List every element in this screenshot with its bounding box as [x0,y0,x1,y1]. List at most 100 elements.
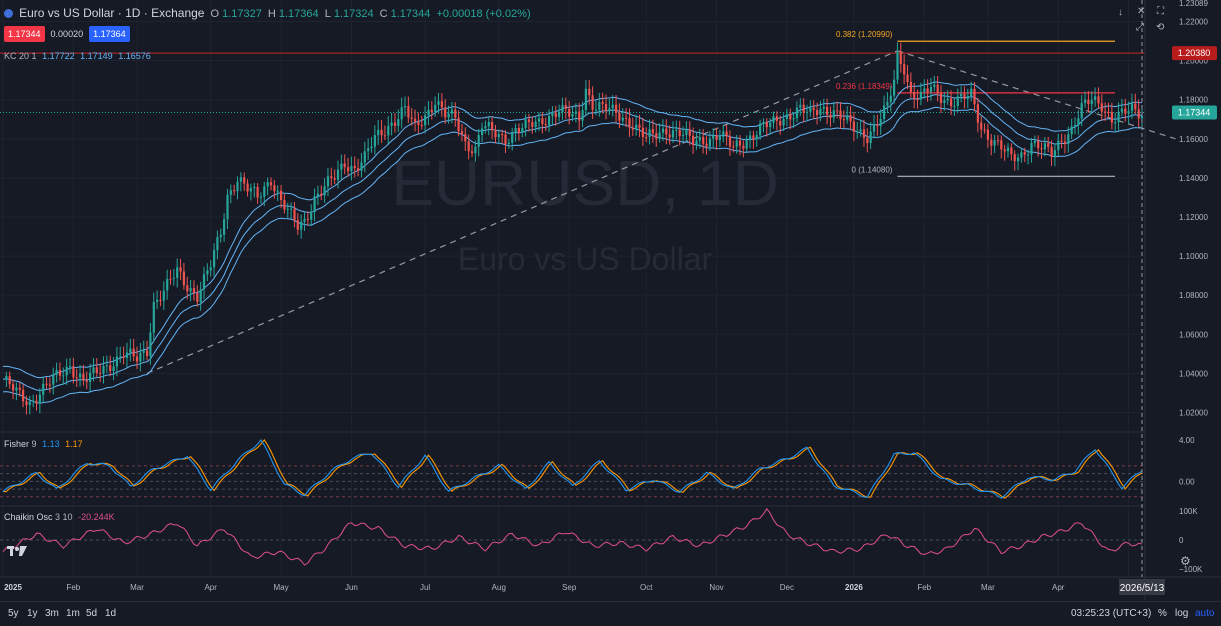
candle-body [983,129,986,131]
candle-body [789,114,792,120]
range-1d[interactable]: 1d [105,608,117,619]
range-5y[interactable]: 5y [8,608,19,619]
candle-body [1117,111,1120,123]
symbol-flag-icon[interactable] [4,9,13,18]
candle-body [504,134,507,145]
candle-body [862,129,866,138]
candle-body [544,124,547,126]
candle-body [511,132,514,143]
fib-level-label: 0 (1.14080) [852,165,893,174]
candle-body [1107,111,1110,113]
candle-body [363,151,366,163]
candle-body [72,366,75,378]
candle-body [903,64,906,75]
percent-toggle[interactable]: % [1158,608,1167,619]
candle-body [1057,140,1060,151]
price-axis[interactable]: 1.22000 1.20000 1.18000 1.16000 1.14000 1.120… [1172,0,1217,417]
candle-body [219,234,222,238]
candle-body [38,394,41,404]
candle-body [611,104,614,109]
log-toggle[interactable]: log [1175,608,1189,619]
price-tick-label: 1.06000 [1179,330,1208,339]
candle-body [561,105,564,112]
candle-body [390,122,393,126]
candle-body [524,119,527,128]
candle-body [893,79,896,96]
range-1m[interactable]: 1m [66,608,80,619]
auto-toggle[interactable]: auto [1195,608,1215,619]
time-tick-label: Mar [981,583,995,592]
candle-body [658,132,661,139]
candle-body [300,221,303,230]
high-label: H [267,8,276,20]
candle-body [923,88,926,92]
candle-body [996,140,1000,142]
timezone-clock[interactable]: 03:25:23 (UTC+3) [1071,608,1152,619]
gear-icon[interactable]: ⚙ [1180,554,1191,568]
candle-body [1087,99,1090,104]
candle-body [129,348,132,353]
candle-body [296,220,299,230]
candle-body [316,193,319,197]
restore-pane-icon[interactable]: ⟲ [1156,22,1165,33]
dashed-trendlines[interactable] [146,50,1176,374]
candle-body [678,129,681,137]
candle-body [782,118,785,126]
candle-body [1050,146,1053,157]
candle-body [785,114,788,119]
chaikin-legend[interactable]: Chaikin Osc 3 10 -20.244K [4,512,115,522]
candle-body [1067,134,1070,144]
candle-body [588,88,591,96]
time-tick-label: 2026 [845,583,863,592]
candle-body [1070,126,1073,135]
candle-body [916,99,919,101]
candle-body [708,138,711,147]
sell-price-button[interactable]: 1.17344 [4,26,45,42]
candle-body [986,129,989,140]
candle-body [638,124,641,128]
range-3m[interactable]: 3m [45,608,59,619]
range-1y[interactable]: 1y [27,608,38,619]
candle-body [189,288,192,292]
fullscreen-icon[interactable]: ⛶ [1157,6,1164,17]
candle-body [641,127,644,137]
candle-body [367,148,370,152]
time-tick-label: Nov [709,583,723,592]
candle-body [330,176,333,179]
candle-body [705,143,708,147]
candle-body [239,177,242,182]
buy-price-button[interactable]: 1.17364 [89,26,130,42]
candle-body [1010,147,1013,155]
arrow-down-icon[interactable]: ↓ [1118,7,1123,18]
time-tick-label: May [273,583,288,592]
range-5d[interactable]: 5d [86,608,98,619]
kc-legend[interactable]: KC 20 1 1.17722 1.17149 1.16576 [4,51,151,61]
candle-body [393,122,397,126]
candle-body [775,116,778,121]
candle-body [276,190,279,192]
kc-name: KC [4,51,17,61]
candle-body [836,110,839,112]
candle-body [625,117,628,119]
candle-body [152,302,155,333]
candle-body [675,129,678,131]
candle-body [765,122,768,128]
candle-body [434,104,437,112]
candle-body [115,356,118,367]
maximize-pane-icon[interactable]: ⤢ [1136,22,1144,33]
kc-lower-value: 1.16576 [118,51,151,61]
candle-body [1020,152,1023,158]
candle-body [440,101,443,108]
candle-body [631,127,634,130]
candle-body [186,285,189,292]
candle-body [306,218,309,220]
fisher-legend[interactable]: Fisher 9 1.13 1.17 [4,439,83,449]
candle-body [1037,140,1040,149]
tradingview-logo-icon[interactable] [6,543,28,559]
candle-body [156,299,159,302]
candle-body [8,376,11,385]
symbol-title[interactable]: Euro vs US Dollar · 1D · Exchange [19,6,205,20]
candle-body [377,129,380,136]
collapse-icon[interactable]: ✕ [1137,6,1146,17]
